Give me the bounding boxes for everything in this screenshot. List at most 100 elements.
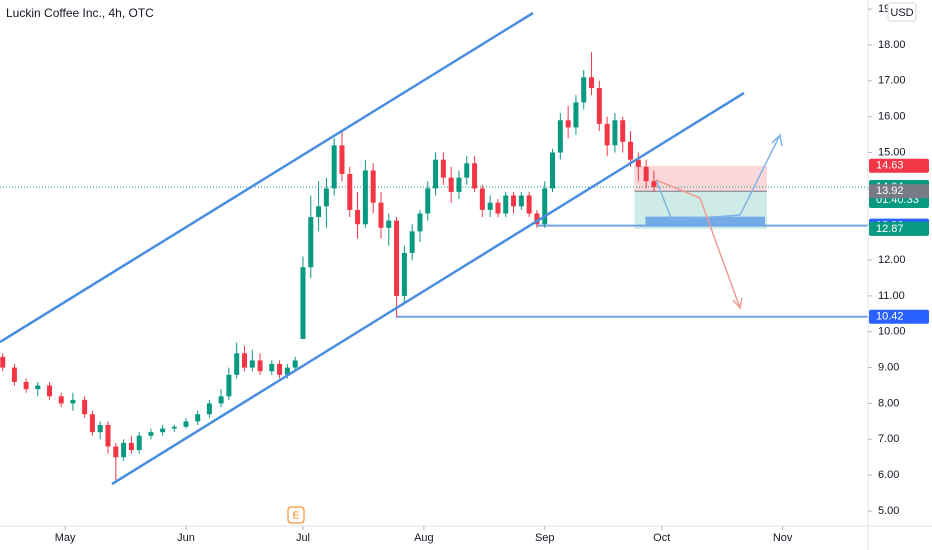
candle-body — [323, 188, 329, 207]
candle-body — [620, 120, 626, 142]
candle-body — [604, 123, 610, 146]
candle-body — [472, 163, 478, 189]
candle-body — [417, 213, 423, 232]
candle-body — [284, 367, 290, 375]
projection-up — [655, 134, 781, 221]
candle-body — [234, 353, 240, 375]
candle-body — [643, 166, 649, 182]
y-tick-label: 7.00 — [878, 433, 899, 445]
candle-body — [589, 77, 595, 89]
candle-body — [440, 159, 446, 178]
candle-body — [456, 177, 462, 192]
candle-body — [394, 220, 400, 296]
candle-body — [89, 414, 95, 433]
candle-body — [97, 424, 103, 433]
y-tick-label: 18.00 — [878, 39, 906, 51]
candle-body — [409, 231, 415, 253]
candle-body — [206, 403, 212, 415]
y-tick-label: 8.00 — [878, 397, 899, 409]
demand-box — [645, 216, 766, 226]
candle-body — [300, 267, 306, 339]
candle-body — [518, 195, 524, 207]
candle-body — [378, 202, 384, 228]
candle-body — [550, 152, 556, 189]
price-label: 13.92 — [876, 185, 904, 197]
candle-body — [339, 145, 345, 175]
candle-body — [511, 195, 517, 207]
candle-body — [557, 120, 563, 153]
candle-body — [218, 396, 224, 404]
candle-body — [487, 202, 493, 210]
price-label: 12.87 — [876, 223, 904, 235]
arrow-head — [732, 297, 743, 310]
candle-body — [479, 188, 485, 210]
candle-body — [249, 360, 255, 368]
candle-body — [464, 163, 470, 178]
y-tick-label: 6.00 — [878, 469, 899, 481]
candle-body — [534, 213, 540, 225]
candle-body — [448, 177, 454, 192]
candle-body — [277, 364, 283, 375]
candle-body — [241, 353, 247, 368]
candle-body — [612, 120, 618, 146]
candle-body — [148, 432, 154, 436]
x-tick-label: Aug — [414, 532, 434, 544]
candle-body — [542, 188, 548, 225]
earnings-marker[interactable]: E — [293, 511, 300, 522]
candle-body — [0, 356, 6, 368]
candle-body — [308, 217, 314, 268]
earnings-box[interactable] — [287, 506, 305, 524]
y-tick-label: 17.00 — [878, 75, 906, 87]
candle-body — [128, 442, 134, 451]
candle-body — [47, 385, 53, 397]
candle-body — [82, 399, 88, 415]
candle-body — [292, 360, 298, 368]
y-tick-label: 15.00 — [878, 146, 906, 158]
price-label: 14.63 — [876, 160, 904, 172]
candle-body — [269, 364, 275, 372]
candle-body — [635, 159, 641, 167]
y-tick-label: 16.00 — [878, 111, 906, 123]
candle-body — [386, 220, 392, 228]
price-label: 10.42 — [876, 311, 904, 323]
candle-body — [136, 435, 142, 451]
price-label-box — [869, 158, 929, 173]
channel-lower — [111, 91, 745, 486]
candle-body — [596, 88, 602, 124]
candle-body — [331, 145, 337, 189]
y-tick-label: 12.00 — [878, 254, 906, 266]
candle-body — [628, 141, 634, 160]
y-tick-label: 11.00 — [878, 290, 905, 302]
candle-body — [347, 174, 353, 210]
candle-body — [370, 170, 376, 203]
symbol-title: Luckin Coffee Inc., 4h, OTC — [6, 6, 154, 20]
candle-body — [433, 159, 439, 189]
candle-body — [105, 424, 111, 447]
candle-body — [316, 206, 322, 218]
candle-body — [160, 428, 166, 433]
candle-body — [121, 442, 127, 458]
candle-body — [23, 381, 29, 390]
x-tick-label: Nov — [773, 532, 793, 544]
arrow-head — [771, 133, 783, 147]
currency-box[interactable] — [887, 2, 917, 22]
currency[interactable]: USD — [890, 7, 913, 19]
price-label-box — [869, 309, 929, 324]
candle-body — [70, 399, 76, 404]
candle-body — [425, 188, 431, 214]
candle-body — [362, 170, 368, 225]
price-label-box — [869, 221, 929, 236]
candle-body — [581, 77, 587, 103]
candle-body — [573, 102, 579, 128]
price-label-box — [869, 184, 929, 199]
candle-body — [503, 195, 509, 214]
candle-body — [526, 195, 532, 214]
candle-body — [113, 446, 119, 458]
candle-body — [58, 396, 64, 404]
x-tick-label: Jun — [177, 532, 195, 544]
candle-body — [651, 181, 657, 187]
candle-body — [183, 421, 189, 427]
channel-upper — [0, 11, 534, 344]
projection-down — [655, 179, 741, 309]
